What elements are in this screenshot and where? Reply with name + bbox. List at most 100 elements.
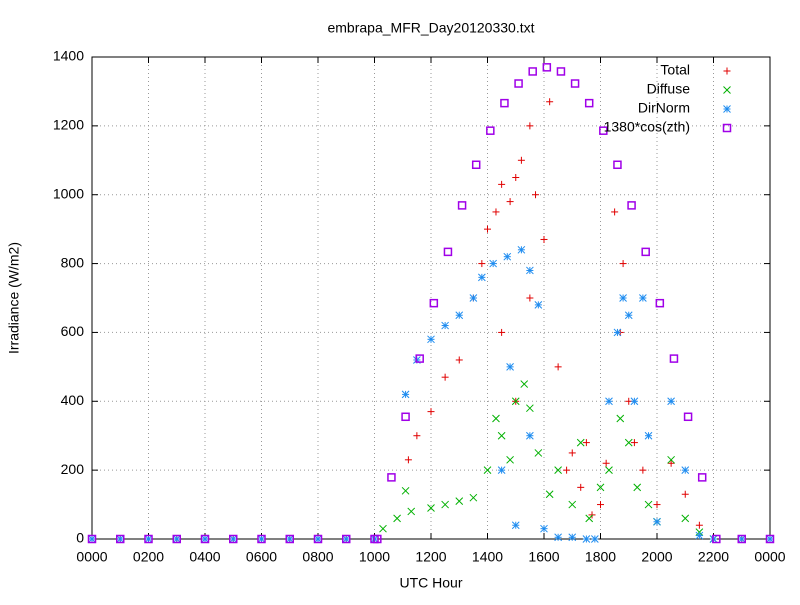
point	[627, 201, 636, 210]
point	[314, 535, 322, 543]
point	[87, 534, 97, 544]
marker-stroke	[511, 521, 520, 530]
point	[712, 534, 721, 544]
marker-stroke	[401, 390, 410, 399]
point	[517, 245, 526, 254]
point	[477, 273, 486, 282]
point	[624, 438, 633, 447]
point	[667, 397, 675, 406]
marker-stroke	[489, 259, 498, 268]
marker-square	[556, 67, 566, 76]
point	[554, 533, 562, 542]
marker-stroke	[633, 483, 642, 492]
point	[497, 466, 506, 474]
point	[597, 501, 604, 509]
point	[639, 466, 647, 474]
legend-marker	[723, 67, 731, 75]
marker-stroke	[427, 335, 435, 344]
marker-stroke	[737, 535, 746, 543]
point	[229, 534, 238, 544]
marker-square	[737, 534, 746, 544]
point	[599, 126, 608, 135]
point	[655, 298, 665, 308]
point	[737, 535, 746, 543]
point	[285, 534, 294, 544]
marker-stroke	[605, 466, 613, 474]
point	[681, 514, 690, 523]
point	[582, 439, 590, 447]
marker-stroke	[229, 535, 238, 543]
point	[441, 373, 449, 381]
marker-square	[443, 247, 453, 257]
y-tick-label: 1400	[53, 48, 84, 64]
point	[582, 535, 591, 543]
marker-square	[584, 98, 594, 108]
marker-square	[486, 126, 495, 135]
legend-label: Diffuse	[647, 81, 691, 97]
point	[443, 247, 453, 257]
point	[492, 208, 500, 216]
marker-square	[116, 534, 125, 544]
marker-stroke	[681, 466, 690, 474]
y-tick-label: 0	[76, 530, 84, 546]
marker-stroke	[590, 535, 599, 543]
x-tick-label: 1800	[585, 549, 616, 565]
point	[554, 466, 562, 474]
point	[695, 521, 703, 529]
y-tick-label: 1200	[53, 117, 84, 133]
point	[342, 534, 351, 544]
marker-stroke	[144, 535, 153, 543]
marker-stroke	[576, 438, 585, 447]
point	[503, 252, 512, 261]
marker-stroke	[582, 535, 591, 543]
marker-square	[570, 79, 580, 88]
marker-square	[528, 67, 537, 76]
marker-square	[87, 534, 97, 544]
point	[512, 174, 520, 181]
point	[285, 535, 294, 543]
marker-stroke	[723, 105, 731, 113]
point	[404, 456, 412, 464]
point	[667, 459, 675, 467]
marker-square	[712, 534, 721, 544]
point	[373, 534, 382, 544]
point	[641, 247, 650, 257]
marker-stroke	[517, 245, 526, 254]
point	[471, 160, 481, 170]
marker-stroke	[723, 86, 731, 94]
point	[517, 156, 525, 164]
point	[633, 483, 642, 492]
point	[469, 294, 478, 302]
marker-stroke	[257, 535, 266, 543]
point	[681, 490, 689, 498]
marker-stroke	[116, 535, 125, 543]
point	[534, 449, 543, 457]
point	[630, 439, 638, 447]
marker-stroke	[511, 397, 520, 406]
point	[613, 160, 622, 170]
x-tick-label: 0400	[189, 549, 220, 565]
x-axis-label: UTC Hour	[399, 575, 462, 591]
marker-stroke	[540, 524, 548, 533]
point	[644, 500, 653, 509]
marker-stroke	[285, 535, 294, 543]
point	[492, 414, 500, 423]
marker-square	[471, 160, 481, 170]
point	[172, 535, 181, 543]
point	[590, 535, 599, 543]
point	[413, 432, 421, 440]
marker-stroke	[407, 507, 416, 516]
point	[613, 328, 622, 337]
marker-square	[457, 201, 467, 210]
legend-marker	[723, 86, 731, 94]
marker-stroke	[613, 328, 622, 337]
point	[766, 535, 774, 543]
marker-stroke	[624, 311, 633, 320]
point	[737, 534, 746, 544]
point	[455, 311, 464, 320]
marker-stroke	[534, 449, 543, 457]
marker-stroke	[441, 500, 449, 509]
marker-stroke	[596, 483, 605, 492]
y-tick-label: 1000	[53, 185, 84, 201]
